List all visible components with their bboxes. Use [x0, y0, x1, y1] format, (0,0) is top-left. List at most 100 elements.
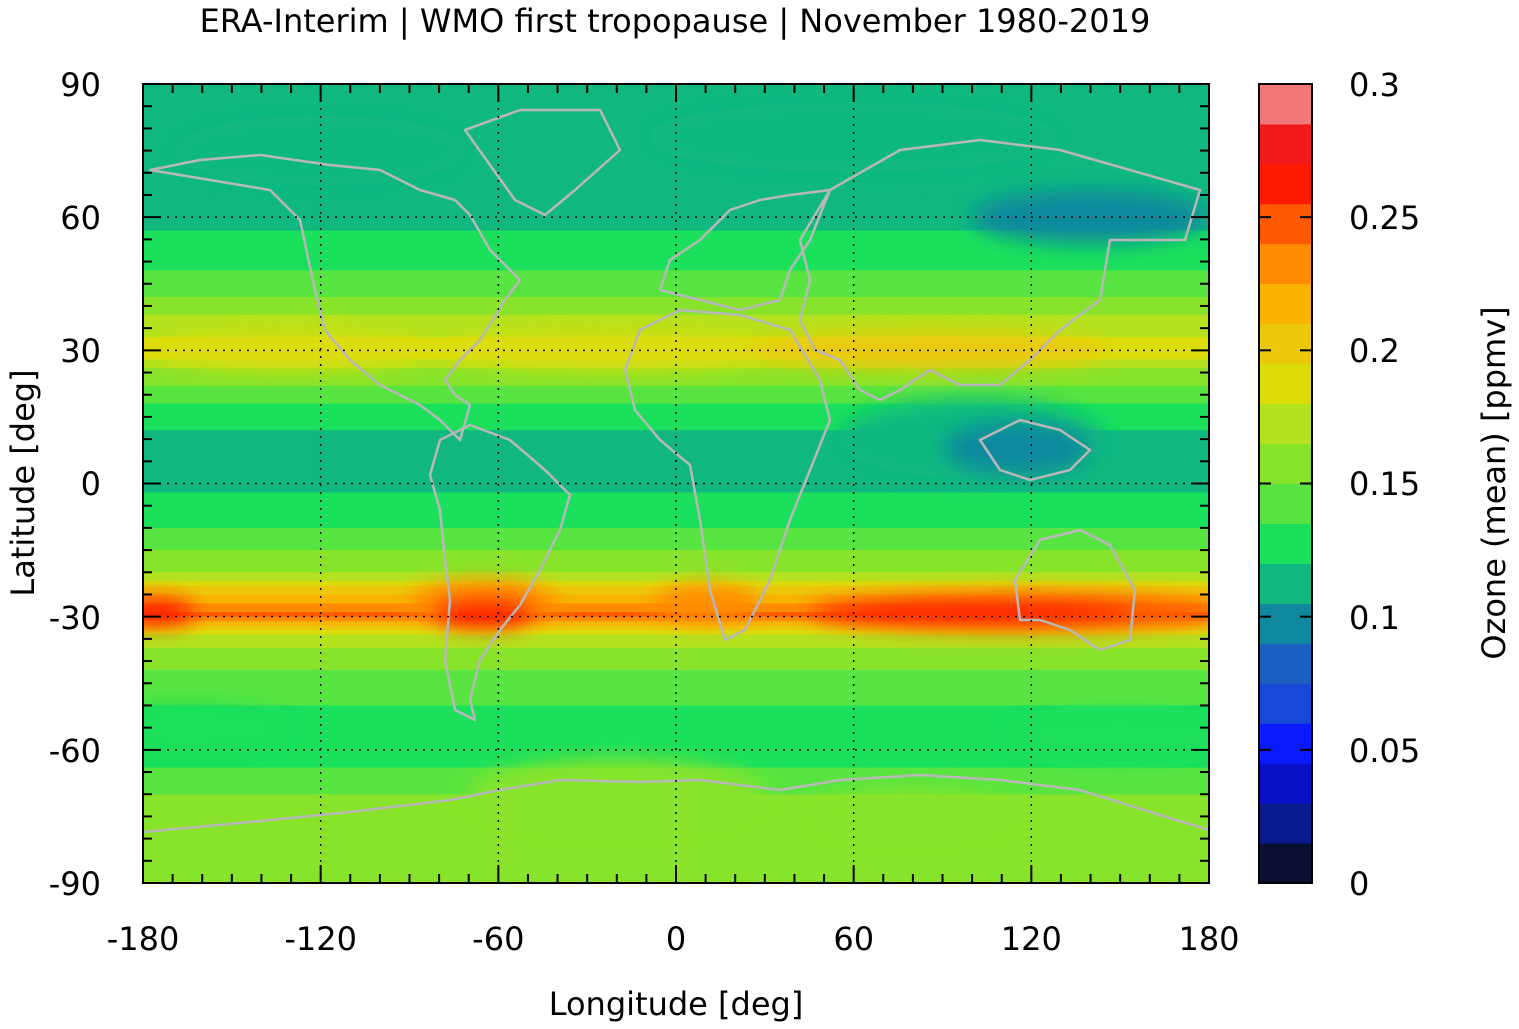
colorbar-segment	[1259, 683, 1312, 724]
ozone-band	[143, 217, 1209, 223]
ozone-band	[143, 328, 1209, 334]
ozone-band	[143, 403, 1209, 409]
ozone-band	[143, 732, 1209, 738]
x-tick-label: 0	[666, 920, 686, 958]
ozone-band	[143, 288, 1209, 294]
ozone-band	[143, 838, 1209, 844]
x-tick-label: 180	[1178, 920, 1239, 958]
ozone-band	[143, 297, 1209, 303]
ozone-band	[143, 745, 1209, 751]
ozone-band	[143, 652, 1209, 658]
ozone-feature	[809, 789, 1017, 835]
ozone-band	[143, 629, 1209, 636]
ozone-band	[143, 678, 1209, 684]
ozone-band	[143, 705, 1209, 711]
colorbar-tick-label: 0.3	[1349, 66, 1400, 104]
ozone-band	[143, 177, 1209, 183]
grid	[143, 84, 1209, 883]
ozone-band	[143, 439, 1209, 445]
ozone-feature	[1001, 714, 1209, 759]
ozone-band	[143, 661, 1209, 667]
ozone-band	[143, 860, 1209, 866]
colorbar-tick-label: 0.15	[1349, 465, 1420, 503]
colorbar-ticks	[1259, 83, 1312, 884]
ozone-band	[143, 301, 1209, 307]
colorbar-segment	[1259, 483, 1312, 524]
ozone-band	[143, 621, 1209, 627]
ozone-band	[143, 749, 1209, 755]
ozone-band	[143, 456, 1209, 462]
colorbar-tick-label: 0.05	[1349, 732, 1420, 770]
y-tick-label: 90	[60, 66, 101, 104]
colorbar	[1259, 84, 1312, 884]
ozone-band	[143, 212, 1209, 218]
ozone-band	[143, 851, 1209, 857]
ozone-band	[143, 496, 1209, 502]
x-axis-label: Longitude [deg]	[549, 985, 804, 1023]
ozone-feature	[157, 332, 425, 369]
ozone-band	[143, 669, 1209, 675]
ozone-band	[143, 230, 1209, 236]
ozone-band	[143, 470, 1209, 476]
x-tick-label: 120	[1001, 920, 1062, 958]
colorbar-tick-label: 0.25	[1349, 199, 1420, 237]
ozone-feature	[430, 596, 537, 628]
ozone-band	[143, 447, 1209, 454]
ozone-band	[143, 239, 1209, 245]
ozone-band	[143, 368, 1209, 374]
x-tick-label: 60	[833, 920, 874, 958]
ozone-band	[143, 736, 1209, 742]
ozone-band	[143, 740, 1209, 746]
ozone-band	[143, 696, 1209, 702]
ozone-band	[143, 443, 1209, 449]
ozone-band	[143, 541, 1209, 547]
ozone-band	[143, 479, 1209, 485]
ozone-band	[143, 430, 1209, 436]
colorbar-segment	[1259, 203, 1312, 245]
colorbar-segment	[1259, 443, 1312, 484]
ozone-band	[143, 656, 1209, 662]
ozone-band	[143, 159, 1209, 165]
coast-south-america	[428, 423, 572, 722]
chart-title: ERA-Interim | WMO first tropopause | Nov…	[200, 2, 1151, 40]
x-tick-labels: -180 -120 -60 0 60 120 180	[107, 920, 1240, 958]
ozone-band	[143, 638, 1209, 644]
colorbar-label: Ozone (mean) [ppmv]	[1475, 306, 1513, 659]
axis-ticks	[142, 83, 1210, 884]
ozone-band	[143, 550, 1209, 556]
colorbar-segment	[1259, 843, 1312, 884]
colorbar-segment	[1259, 563, 1312, 604]
ozone-band	[143, 110, 1209, 116]
ozone-band	[143, 692, 1209, 698]
ozone-band	[143, 572, 1209, 578]
ozone-band	[143, 390, 1209, 396]
ozone-feature	[143, 705, 292, 750]
coast-australia	[1013, 528, 1137, 652]
ozone-band	[143, 261, 1209, 267]
ozone-band	[143, 536, 1209, 542]
y-tick-label: -30	[49, 599, 101, 637]
ozone-band	[143, 399, 1209, 405]
colorbar-segment	[1259, 403, 1312, 445]
colorbar-segment	[1259, 84, 1312, 125]
colorbar-segment	[1259, 643, 1312, 684]
ozone-band	[143, 381, 1209, 387]
ozone-band	[143, 208, 1209, 214]
ozone-feature	[942, 421, 1091, 475]
colorbar-segment	[1259, 523, 1312, 564]
coast-asia	[798, 138, 1202, 402]
ozone-band	[143, 319, 1209, 325]
ozone-band	[143, 181, 1209, 187]
ozone-band	[143, 221, 1209, 227]
coastlines	[143, 108, 1209, 834]
ozone-band	[143, 527, 1209, 533]
ozone-band	[143, 257, 1209, 263]
coast-southeast-asia	[978, 418, 1092, 482]
ozone-band	[143, 510, 1209, 516]
y-tick-label: 60	[60, 199, 101, 237]
y-tick-label: 0	[81, 465, 101, 503]
ozone-feature	[652, 585, 759, 622]
ozone-band	[143, 190, 1209, 196]
ozone-band	[143, 461, 1209, 467]
